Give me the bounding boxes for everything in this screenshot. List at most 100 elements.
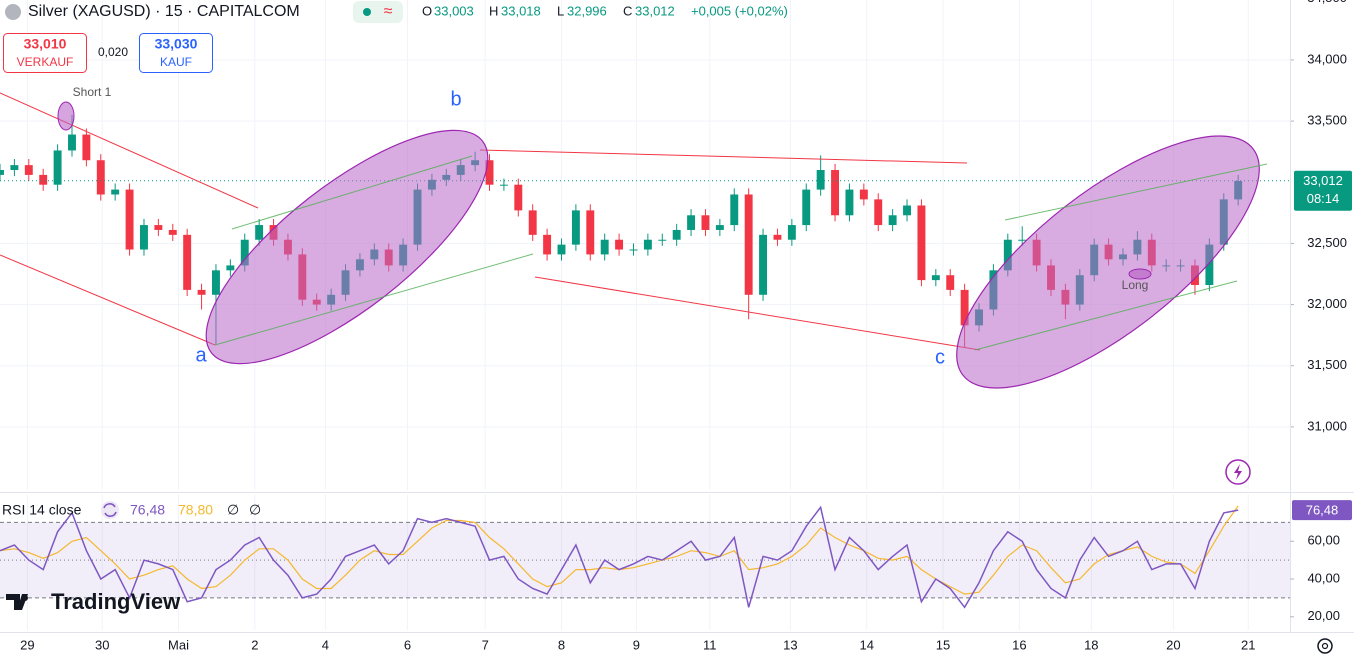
y-tick-label: 34,000 (1307, 51, 1347, 66)
candle-body (874, 199, 883, 226)
candle-body (183, 234, 192, 290)
drawings: Short 1 b a c Long (0, 85, 1268, 389)
candle-body (212, 270, 220, 295)
trend-line (479, 149, 968, 164)
y-tick-label: 33,500 (1307, 113, 1347, 128)
channel-line (231, 155, 473, 230)
channel-line (214, 253, 534, 346)
status-badge[interactable] (353, 1, 403, 23)
candle-body (140, 225, 148, 250)
brand-logo (22, 595, 28, 601)
alert-icon (1234, 464, 1242, 480)
buy-label: KAUF (160, 55, 192, 69)
annotation: Short 1 (73, 85, 112, 99)
candle-body (1018, 239, 1027, 241)
rsi-title: RSI 14 close (2, 502, 82, 518)
candle-body (802, 189, 811, 226)
symbol-icon (5, 4, 21, 20)
candle-body (514, 184, 523, 211)
countdown: 08:14 (1307, 191, 1340, 206)
sell-button[interactable] (3, 33, 87, 73)
candle-body (845, 189, 854, 216)
rsi-last-box (1292, 500, 1352, 521)
ohlc-label: O (422, 3, 432, 18)
ohlc-value: 33,003 (434, 3, 474, 18)
candle-body (240, 239, 249, 266)
settings-button[interactable] (1317, 638, 1333, 654)
y-tick-label: 31,000 (1307, 418, 1347, 433)
candle-body (154, 225, 163, 230)
spread: 0,020 (98, 45, 128, 59)
channel-line (974, 280, 1238, 351)
status-icon: ≈ (384, 3, 393, 20)
candle-body (917, 205, 926, 281)
candle-body (816, 170, 825, 190)
x-tick-label: 6 (404, 637, 411, 652)
buy-button[interactable] (139, 33, 213, 73)
candle-body (96, 160, 105, 195)
candle-body (10, 165, 19, 171)
buy-price: 33,030 (155, 36, 198, 52)
candle-body (715, 225, 724, 230)
candle-body (68, 134, 76, 151)
rsi-pane (0, 495, 1290, 630)
x-tick-label: 29 (20, 637, 34, 652)
last-price-box (1294, 170, 1352, 211)
x-tick-label: 11 (703, 637, 717, 652)
y-tick-label: 20,00 (1307, 608, 1340, 623)
candle-body (557, 244, 566, 255)
annotation: c (935, 346, 945, 368)
rsi-last-label: 76,48 (1306, 503, 1339, 518)
rsi-legend-value: 76,48 (130, 502, 165, 518)
candle-body (197, 289, 206, 295)
channel-line (1004, 163, 1268, 221)
candle-body (255, 225, 264, 240)
candle-body (226, 265, 235, 271)
x-tick-label: 2 (251, 637, 258, 652)
candle-body (759, 234, 768, 295)
candle-body (903, 205, 911, 216)
candle-body (125, 189, 134, 250)
x-tick-label: 8 (558, 637, 565, 652)
y-tick-label: 60,00 (1307, 533, 1340, 548)
symbol-title: Silver (XAGUSD) · 15 · CAPITALCOM (28, 3, 300, 20)
candle-body (111, 189, 120, 195)
annotation: b (450, 88, 461, 110)
x-tick-label: 21 (1241, 637, 1255, 652)
candle-body (543, 234, 552, 255)
candle-body (831, 170, 840, 216)
x-tick-label: 30 (95, 637, 109, 652)
sell-label: VERKAUF (17, 55, 74, 69)
candle-body (672, 229, 681, 240)
x-tick-label: 20 (1166, 637, 1180, 652)
marker (57, 101, 75, 131)
rsi-line (0, 505, 1239, 609)
candle-body (946, 275, 955, 290)
x-tick-label: 15 (936, 637, 950, 652)
x-tick-label: 16 (1012, 637, 1026, 652)
candle-body (859, 189, 868, 200)
trend-line (534, 276, 981, 351)
candle-body (0, 170, 4, 175)
candle-body (24, 165, 33, 175)
x-tick-label: 13 (783, 637, 797, 652)
x-tick-label: Mai (168, 637, 189, 652)
candle-body (82, 134, 91, 161)
rsi-legend-mark: ∅ (227, 502, 239, 518)
candle-body (888, 215, 897, 226)
x-tick-label: 9 (633, 637, 640, 652)
candle-body (499, 184, 508, 186)
candle-body (586, 210, 595, 255)
ellipse (956, 135, 1260, 389)
y-tick-label: 31,500 (1307, 357, 1347, 372)
ohlc-value: 32,996 (567, 3, 607, 18)
y-tick-label: 32,500 (1307, 235, 1347, 250)
ohlc-label: C (623, 3, 632, 18)
candle-body (1003, 239, 1012, 271)
ohlc-value: 33,012 (635, 3, 675, 18)
ohlc-label: L (557, 3, 564, 18)
candle-body (960, 289, 969, 326)
candle-body (931, 275, 940, 281)
